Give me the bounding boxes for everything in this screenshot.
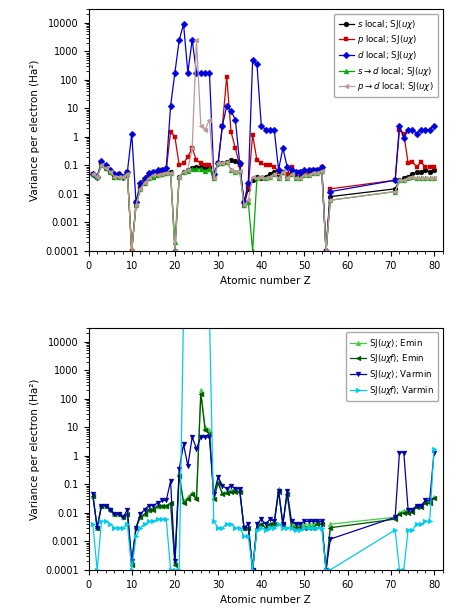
X-axis label: Atomic number Z: Atomic number Z <box>220 595 311 605</box>
Y-axis label: Variance per electron (Ha²): Variance per electron (Ha²) <box>30 59 39 201</box>
X-axis label: Atomic number Z: Atomic number Z <box>220 276 311 286</box>
Legend: $s$ local; SJ($u\chi$), $p$ local; SJ($u\chi$), $d$ local; SJ($u\chi$), $s$$\rig: $s$ local; SJ($u\chi$), $p$ local; SJ($u… <box>334 14 439 97</box>
Y-axis label: Variance per electron (Ha²): Variance per electron (Ha²) <box>30 378 39 520</box>
Legend: SJ($u\chi$); Emin, SJ($u\chi\!f$); Emin, SJ($u\chi$); Varmin, SJ($u\chi\!f$); Va: SJ($u\chi$); Emin, SJ($u\chi\!f$); Emin,… <box>346 333 439 401</box>
